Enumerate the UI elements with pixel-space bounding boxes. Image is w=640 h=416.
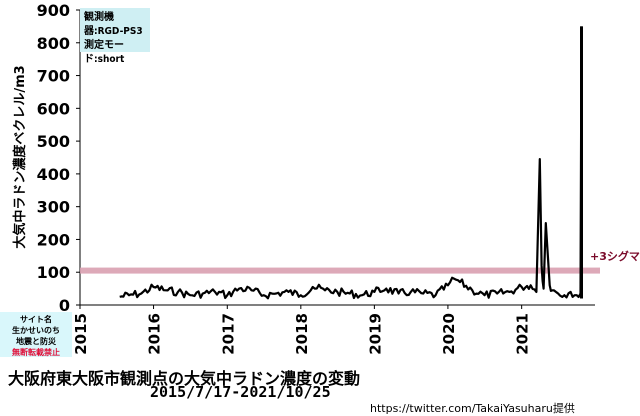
y-tick-label: 200 — [37, 230, 70, 249]
device-info-line1: 観測機器:RGD-PS3 — [84, 12, 143, 37]
x-tick-label: 2020 — [440, 313, 458, 355]
series-group — [119, 26, 584, 300]
y-tick-label: 600 — [37, 99, 70, 118]
notice-line4: 無断転載禁止 — [12, 348, 60, 357]
notice-line3: 地震と防災 — [16, 337, 56, 346]
y-tick-label: 100 — [37, 263, 70, 282]
x-tick-label: 2015 — [72, 313, 90, 355]
notice-line2: 生かせいのち — [12, 326, 60, 335]
x-tick-label: 2016 — [146, 313, 164, 355]
x-tick-label: 2018 — [293, 313, 311, 355]
threshold-line — [80, 267, 600, 274]
x-axis: 2015 2016 2017 2018 2019 2020 2021 — [72, 304, 595, 355]
y-tick-label: 500 — [37, 132, 70, 151]
y-tick-label: 300 — [37, 198, 70, 217]
y-tick-label: 400 — [37, 165, 70, 184]
threshold-label: +3シグマ — [590, 250, 640, 263]
notice-line1: サイト名 — [20, 315, 52, 324]
y-tick-label: 800 — [37, 34, 70, 53]
y-tick-label: 0 — [59, 296, 70, 315]
chart-title: 大阪府東大阪市観測点の大気中ラドン濃度の変動 — [8, 369, 361, 388]
chart-subtitle: 2015/7/17-2021/10/25 — [150, 383, 331, 401]
y-axis: 0 100 200 300 400 500 600 700 800 900 — [37, 1, 81, 315]
series-line — [119, 26, 583, 300]
x-tick-label: 2021 — [514, 313, 532, 355]
y-tick-label: 900 — [37, 1, 70, 20]
credit-text: https://twitter.com/TakaiYasuharu提供 — [370, 402, 575, 415]
device-info-box: 観測機器:RGD-PS3 測定モード:short — [80, 8, 150, 65]
y-tick-label: 700 — [37, 67, 70, 86]
x-tick-label: 2017 — [219, 313, 237, 355]
site-notice-box: サイト名 生かせいのち 地震と防災 無断転載禁止 — [0, 312, 72, 357]
device-info-line2: 測定モード:short — [84, 40, 125, 65]
y-axis-label: 大気中ラドン濃度ベクレル/m3 — [13, 65, 28, 249]
x-tick-label: 2019 — [366, 313, 384, 355]
threshold-band — [80, 267, 600, 274]
